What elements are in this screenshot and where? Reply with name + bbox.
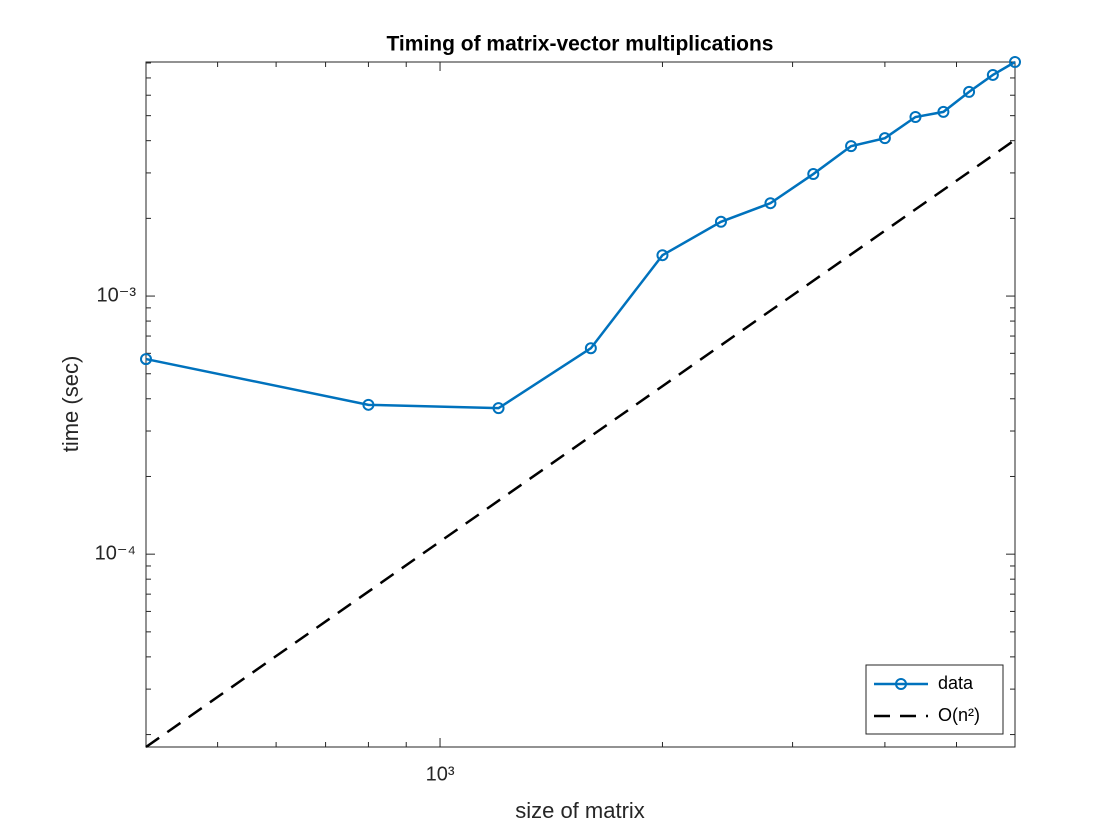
x-tick-label: 10³: [426, 763, 455, 785]
series-line: [145, 138, 1016, 749]
legend-box: [865, 664, 1004, 735]
data-point: [807, 168, 820, 181]
data-point: [764, 197, 777, 210]
y-tick-label: 10⁻³: [97, 284, 137, 306]
data-point: [986, 68, 999, 81]
plot-area: [145, 61, 1016, 748]
chart-title: Timing of matrix-vector multiplications: [386, 33, 773, 56]
data-point: [362, 398, 375, 411]
series-line: [145, 60, 1016, 410]
y-tick-label: 10⁻⁴: [95, 542, 136, 564]
data-point: [845, 140, 858, 153]
data-point: [1009, 56, 1021, 68]
legend-label: data: [938, 673, 974, 693]
data-point: [909, 111, 922, 124]
data-point: [878, 132, 891, 145]
legend-label: O(n²): [938, 705, 980, 725]
data-point: [140, 353, 152, 366]
x-axis-label: size of matrix: [515, 798, 645, 823]
data-point: [492, 402, 505, 415]
data-point: [714, 215, 727, 228]
data-point: [963, 85, 976, 98]
data-point: [937, 105, 950, 118]
legend-marker: [895, 678, 907, 690]
data-point: [656, 249, 669, 262]
data-point: [584, 342, 597, 355]
y-axis-label: time (sec): [58, 356, 83, 453]
